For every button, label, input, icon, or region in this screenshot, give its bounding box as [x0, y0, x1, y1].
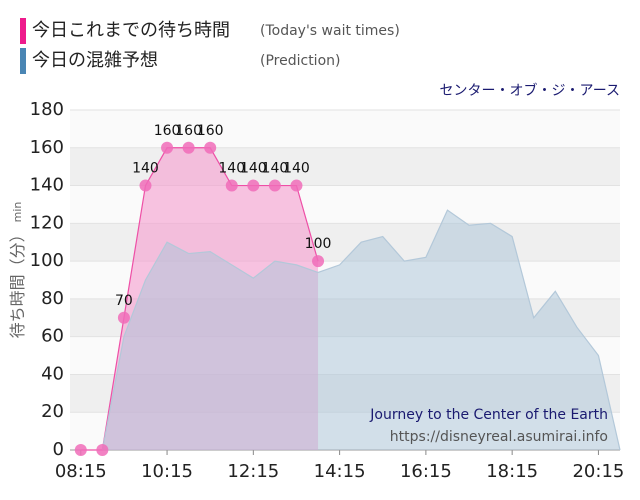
point — [225, 179, 238, 192]
point — [161, 141, 174, 154]
y-tick-label: 140 — [30, 175, 64, 196]
data-label: 140 — [218, 161, 245, 177]
legend-note: (Today's wait times) — [260, 23, 400, 39]
x-tick-label: 08:15 — [55, 461, 107, 482]
legend-swatch — [20, 18, 26, 44]
y-tick-label: 120 — [30, 212, 64, 233]
legend-note: (Prediction) — [260, 53, 340, 69]
data-label: 140 — [262, 161, 289, 177]
y-tick-label: 40 — [41, 363, 64, 384]
data-label: 140 — [283, 161, 310, 177]
y-label: 待ち時間（分） — [8, 226, 27, 338]
y-tick-label: 180 — [30, 99, 64, 120]
data-label: 160 — [197, 123, 224, 139]
data-label: 160 — [175, 123, 202, 139]
x-tick-label: 12:15 — [227, 461, 279, 482]
point — [290, 179, 303, 192]
y-tick-label: 160 — [30, 137, 64, 158]
x-tick-label: 10:15 — [141, 461, 193, 482]
y-tick-label: 100 — [30, 250, 64, 271]
data-label: 140 — [240, 161, 267, 177]
point — [74, 444, 87, 456]
point — [182, 141, 195, 154]
point — [268, 179, 281, 192]
y-tick-label: 60 — [41, 326, 64, 347]
x-tick-label: 14:15 — [314, 461, 366, 482]
y-tick-label: 80 — [41, 288, 64, 309]
point — [204, 141, 217, 154]
x-tick-label: 16:15 — [400, 461, 452, 482]
data-label: 160 — [154, 123, 181, 139]
legend-swatch — [20, 48, 26, 74]
data-label: 140 — [132, 161, 159, 177]
y-tick-label: 0 — [53, 439, 64, 460]
data-label: 100 — [305, 236, 332, 252]
y-tick-label: 20 — [41, 401, 64, 422]
annotation: Journey to the Center of the Earth — [369, 407, 608, 423]
point — [312, 255, 325, 268]
plot: 0 20 40 60 80 100 120 140 160 180 08:15 10:15 12:15 1… — [30, 99, 625, 482]
y-axis-label: 待ち時間（分） min — [8, 202, 27, 339]
x-tick-label: 18:15 — [486, 461, 538, 482]
subtitle: センター・オブ・ジ・アース — [440, 82, 620, 99]
series-line — [101, 209, 621, 451]
area-fill — [102, 210, 620, 450]
legend-label: 今日これまでの待ち時間 — [32, 20, 230, 41]
data-label: 70 — [115, 293, 133, 309]
legend-label: 今日の混雑予想 — [32, 50, 158, 71]
point — [117, 311, 130, 324]
point — [96, 444, 109, 456]
point — [247, 179, 260, 192]
point — [139, 179, 152, 192]
annotation: https://disneyreal.asumirai.info — [390, 429, 608, 445]
y-unit: min — [11, 202, 24, 223]
x-tick-label: 20:15 — [572, 461, 624, 482]
